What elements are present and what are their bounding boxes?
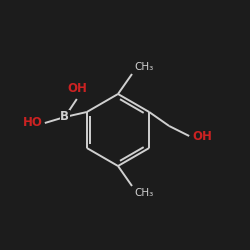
Text: OH: OH bbox=[67, 82, 87, 95]
Text: B: B bbox=[60, 110, 69, 124]
Text: CH₃: CH₃ bbox=[134, 188, 153, 198]
Text: HO: HO bbox=[23, 116, 43, 130]
Text: CH₃: CH₃ bbox=[134, 62, 153, 72]
Text: OH: OH bbox=[192, 130, 212, 142]
